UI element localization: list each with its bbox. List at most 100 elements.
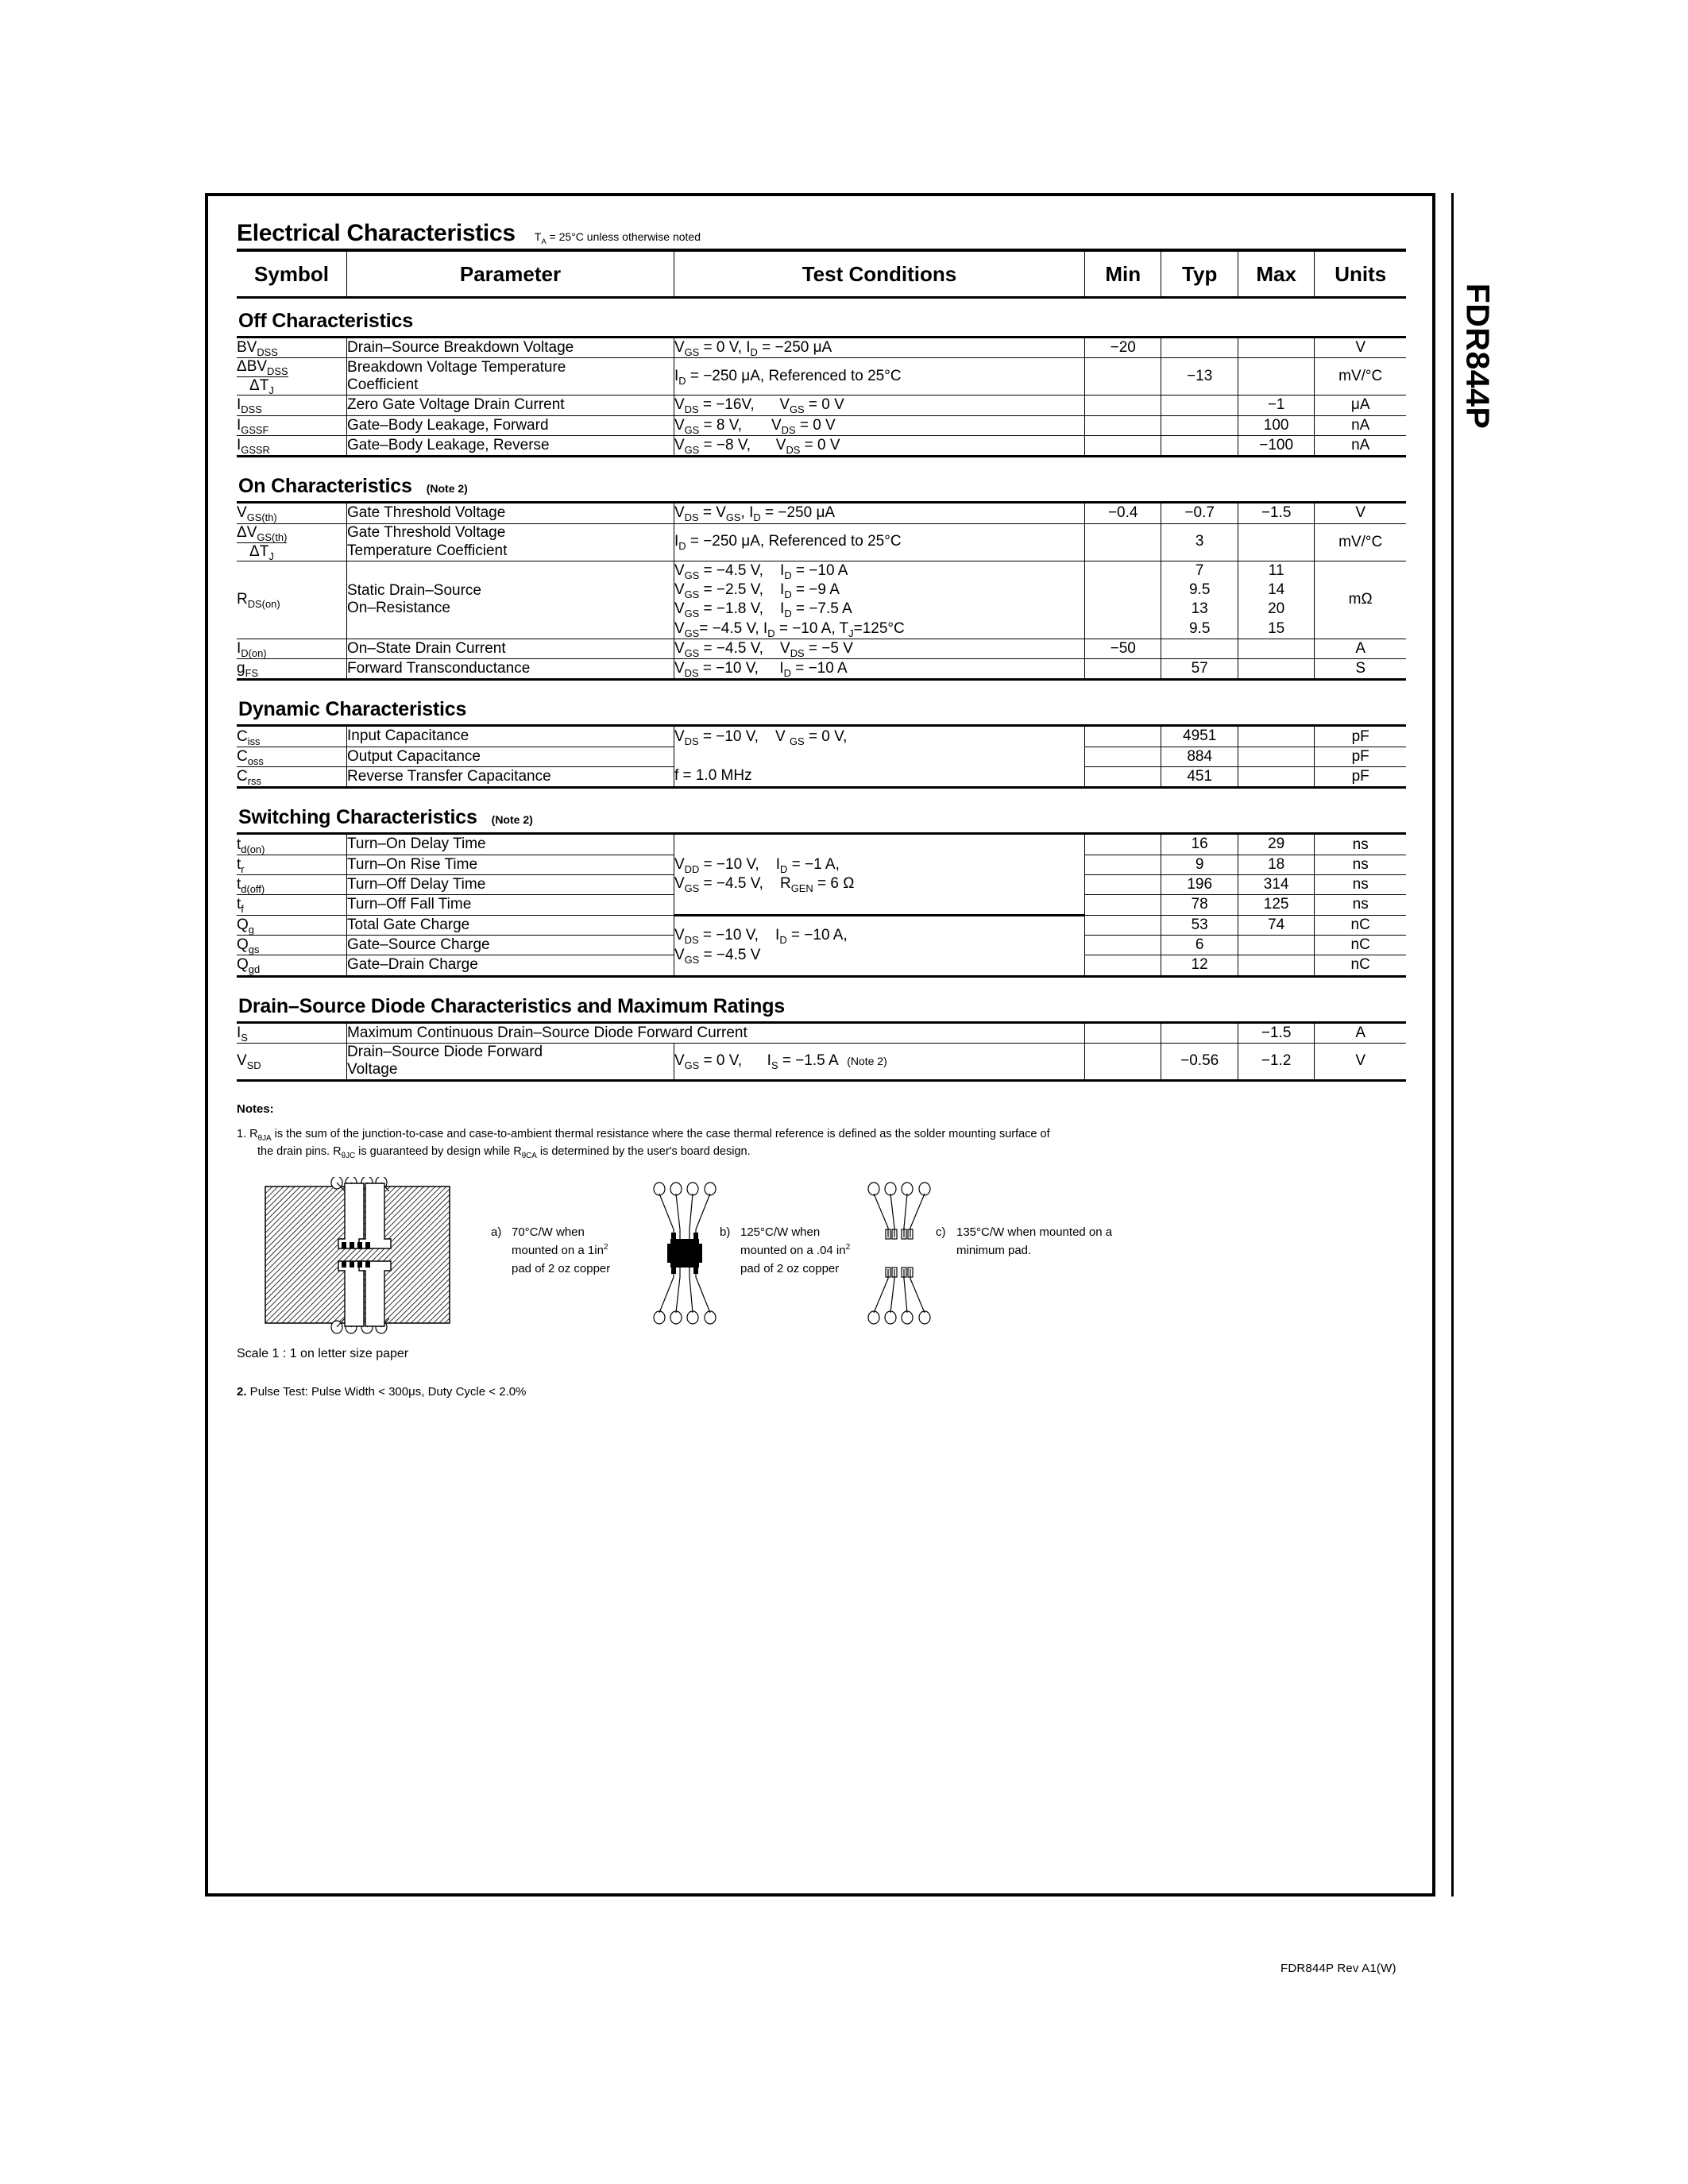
table-row: RDS(on) Static Drain–Source On–Resistance V… (237, 560, 1406, 639)
cell-min (1083, 766, 1162, 789)
cell-max: 29 (1237, 832, 1315, 855)
diagram-a-line1: 70°C/W when (512, 1225, 585, 1239)
cell-max (1237, 357, 1315, 396)
content-area: Electrical Characteristics TA = 25°C unl… (237, 220, 1406, 1399)
cell-test-conditions: VDD = −10 V, ID = −1 A, VGS = −4.5 V, RGE… (673, 832, 1085, 916)
table-row: IS Maximum Continuous Drain–Source Diode … (237, 1021, 1406, 1044)
cell-min (1083, 724, 1162, 747)
cell-parameter: Gate–Body Leakage, Forward (346, 415, 674, 436)
cell-parameter: Turn–On Rise Time (346, 854, 674, 876)
cell-symbol: BVDSS (237, 335, 348, 359)
electrical-characteristics-table: Symbol Parameter Test Conditions Min Typ… (237, 249, 1406, 1082)
diagram-b-caption: b) 125°C/W when mounted on a .04 in2 pad… (720, 1223, 850, 1279)
cell-symbol: IGSSR (237, 434, 348, 458)
cell-max: 125 (1237, 894, 1315, 916)
cell-min: −50 (1083, 638, 1162, 660)
cell-typ (1161, 434, 1238, 458)
group-title-cell: Switching Characteristics (Note 2) (237, 788, 1406, 834)
cell-symbol: VSD (237, 1042, 348, 1082)
cell-typ: 4951 (1161, 724, 1238, 747)
cell-max: 18 (1237, 854, 1315, 876)
cell-max: 100 (1237, 415, 1315, 436)
table-row: Qgd Gate–Drain Charge 12 nC (237, 955, 1406, 978)
cell-parameter: Gate Threshold Voltage (346, 501, 674, 524)
table-row: Crss Reverse Transfer Capacitance 451 pF (237, 766, 1406, 789)
group-title: On Characteristics (238, 475, 412, 498)
cell-symbol: ID(on) (237, 638, 348, 660)
note1-sub-theta-jc: θJC (341, 1152, 356, 1161)
cell-typ: 78 (1161, 894, 1238, 916)
group-title-cell: Dynamic Characteristics (237, 680, 1406, 726)
scale-note: Scale 1 : 1 on letter size paper (237, 1346, 409, 1360)
cell-symbol: tr (237, 854, 348, 876)
diagram-a-label: a) (491, 1225, 502, 1239)
side-rule (1451, 193, 1454, 1897)
cell-typ: 3 (1161, 523, 1238, 561)
cell-units: ns (1314, 854, 1406, 876)
table-row: gFS Forward Transconductance VDS = −10 V, … (237, 658, 1406, 681)
table-row: Coss Output Capacitance 884 pF (237, 746, 1406, 768)
cell-typ: 884 (1161, 746, 1238, 768)
cell-symbol: ΔBVDSS ΔTJ (237, 357, 348, 396)
cell-min (1083, 934, 1162, 956)
cell-test-conditions: VGS = −4.5 V, ID = −10 A VGS = −2.5 V, ID… (673, 560, 1085, 639)
note1-sub-theta-ca: θCA (521, 1152, 537, 1161)
table-row: ID(on) On–State Drain Current VGS = −4.5 V… (237, 638, 1406, 660)
table-row: Qgs Gate–Source Charge 6 nC (237, 934, 1406, 956)
cell-max: −1 (1237, 395, 1315, 416)
cell-max (1237, 724, 1315, 747)
cell-symbol: ΔVGS(th) ΔTJ (237, 523, 348, 561)
cell-units: nC (1314, 955, 1406, 978)
group-title-cell: On Characteristics (Note 2) (237, 457, 1406, 503)
cell-max: −1.5 (1237, 1021, 1315, 1044)
group-title-row: Dynamic Characteristics (237, 680, 1406, 726)
cell-test-conditions: VGS = 0 V, IS = −1.5 A (Note 2) (673, 1042, 1085, 1082)
table-row: td(off) Turn–Off Delay Time 196 314 ns (237, 874, 1406, 896)
cell-units: V (1314, 335, 1406, 359)
cell-units: ns (1314, 832, 1406, 855)
condition-text: = 25°C unless otherwise noted (546, 230, 701, 243)
cell-typ: −13 (1161, 357, 1238, 396)
content-frame: Electrical Characteristics TA = 25°C unl… (205, 193, 1435, 1897)
column-header-symbol: Symbol (237, 249, 348, 299)
cell-symbol: Ciss (237, 724, 348, 747)
cell-units: S (1314, 658, 1406, 681)
table-row: VGS(th) Gate Threshold Voltage VDS = VGS, … (237, 501, 1406, 524)
cell-parameter: Gate–Source Charge (346, 934, 674, 956)
cell-min (1083, 854, 1162, 876)
table-row: IGSSR Gate–Body Leakage, Reverse VGS = −8 … (237, 434, 1406, 458)
diagram-a-line2: mounted on a 1in (512, 1243, 604, 1257)
cell-min (1083, 955, 1162, 978)
cell-test-conditions: VGS = −8 V, VDS = 0 V (673, 434, 1085, 458)
cell-parameter: Total Gate Charge (346, 914, 674, 936)
table-row: Ciss Input Capacitance VDS = −10 V, V GS =… (237, 724, 1406, 789)
table-row: ΔBVDSS ΔTJ Breakdown Voltage Temperature Co… (237, 357, 1406, 396)
cell-typ: 9 (1161, 854, 1238, 876)
note1-seg4: is guaranteed by design while R (355, 1145, 522, 1159)
cell-symbol: Coss (237, 746, 348, 768)
diagram-c-line2: minimum pad. (956, 1243, 1032, 1257)
cell-min: −20 (1083, 335, 1162, 359)
group-title: Off Characteristics (238, 310, 413, 332)
cell-min (1083, 1021, 1162, 1044)
electrical-characteristics-header: Electrical Characteristics TA = 25°C unl… (237, 220, 1406, 247)
diagram-b-line1: 125°C/W when (740, 1225, 821, 1239)
cell-max (1237, 335, 1315, 359)
cell-max (1237, 766, 1315, 789)
note2-text: Pulse Test: Pulse Width < 300μs, Duty Cy… (246, 1384, 527, 1399)
note1-sub-theta-ja: θJA (257, 1133, 272, 1143)
cell-test-conditions: VGS = −4.5 V, VDS = −5 V (673, 638, 1085, 660)
cell-max: −100 (1237, 434, 1315, 458)
cell-typ: 6 (1161, 934, 1238, 956)
cell-units: nC (1314, 914, 1406, 936)
cell-symbol: IS (237, 1021, 348, 1044)
cell-units: ns (1314, 874, 1406, 896)
cell-min (1083, 434, 1162, 458)
cell-max: 74 (1237, 914, 1315, 936)
condition-subscript: A (541, 237, 547, 246)
cell-typ (1161, 1021, 1238, 1044)
cell-typ: 7 9.5 13 9.5 (1161, 560, 1238, 639)
cell-units: A (1314, 1021, 1406, 1044)
package-diagram-c-icon (864, 1182, 936, 1329)
group-title: Drain–Source Diode Characteristics and M… (238, 994, 786, 1017)
